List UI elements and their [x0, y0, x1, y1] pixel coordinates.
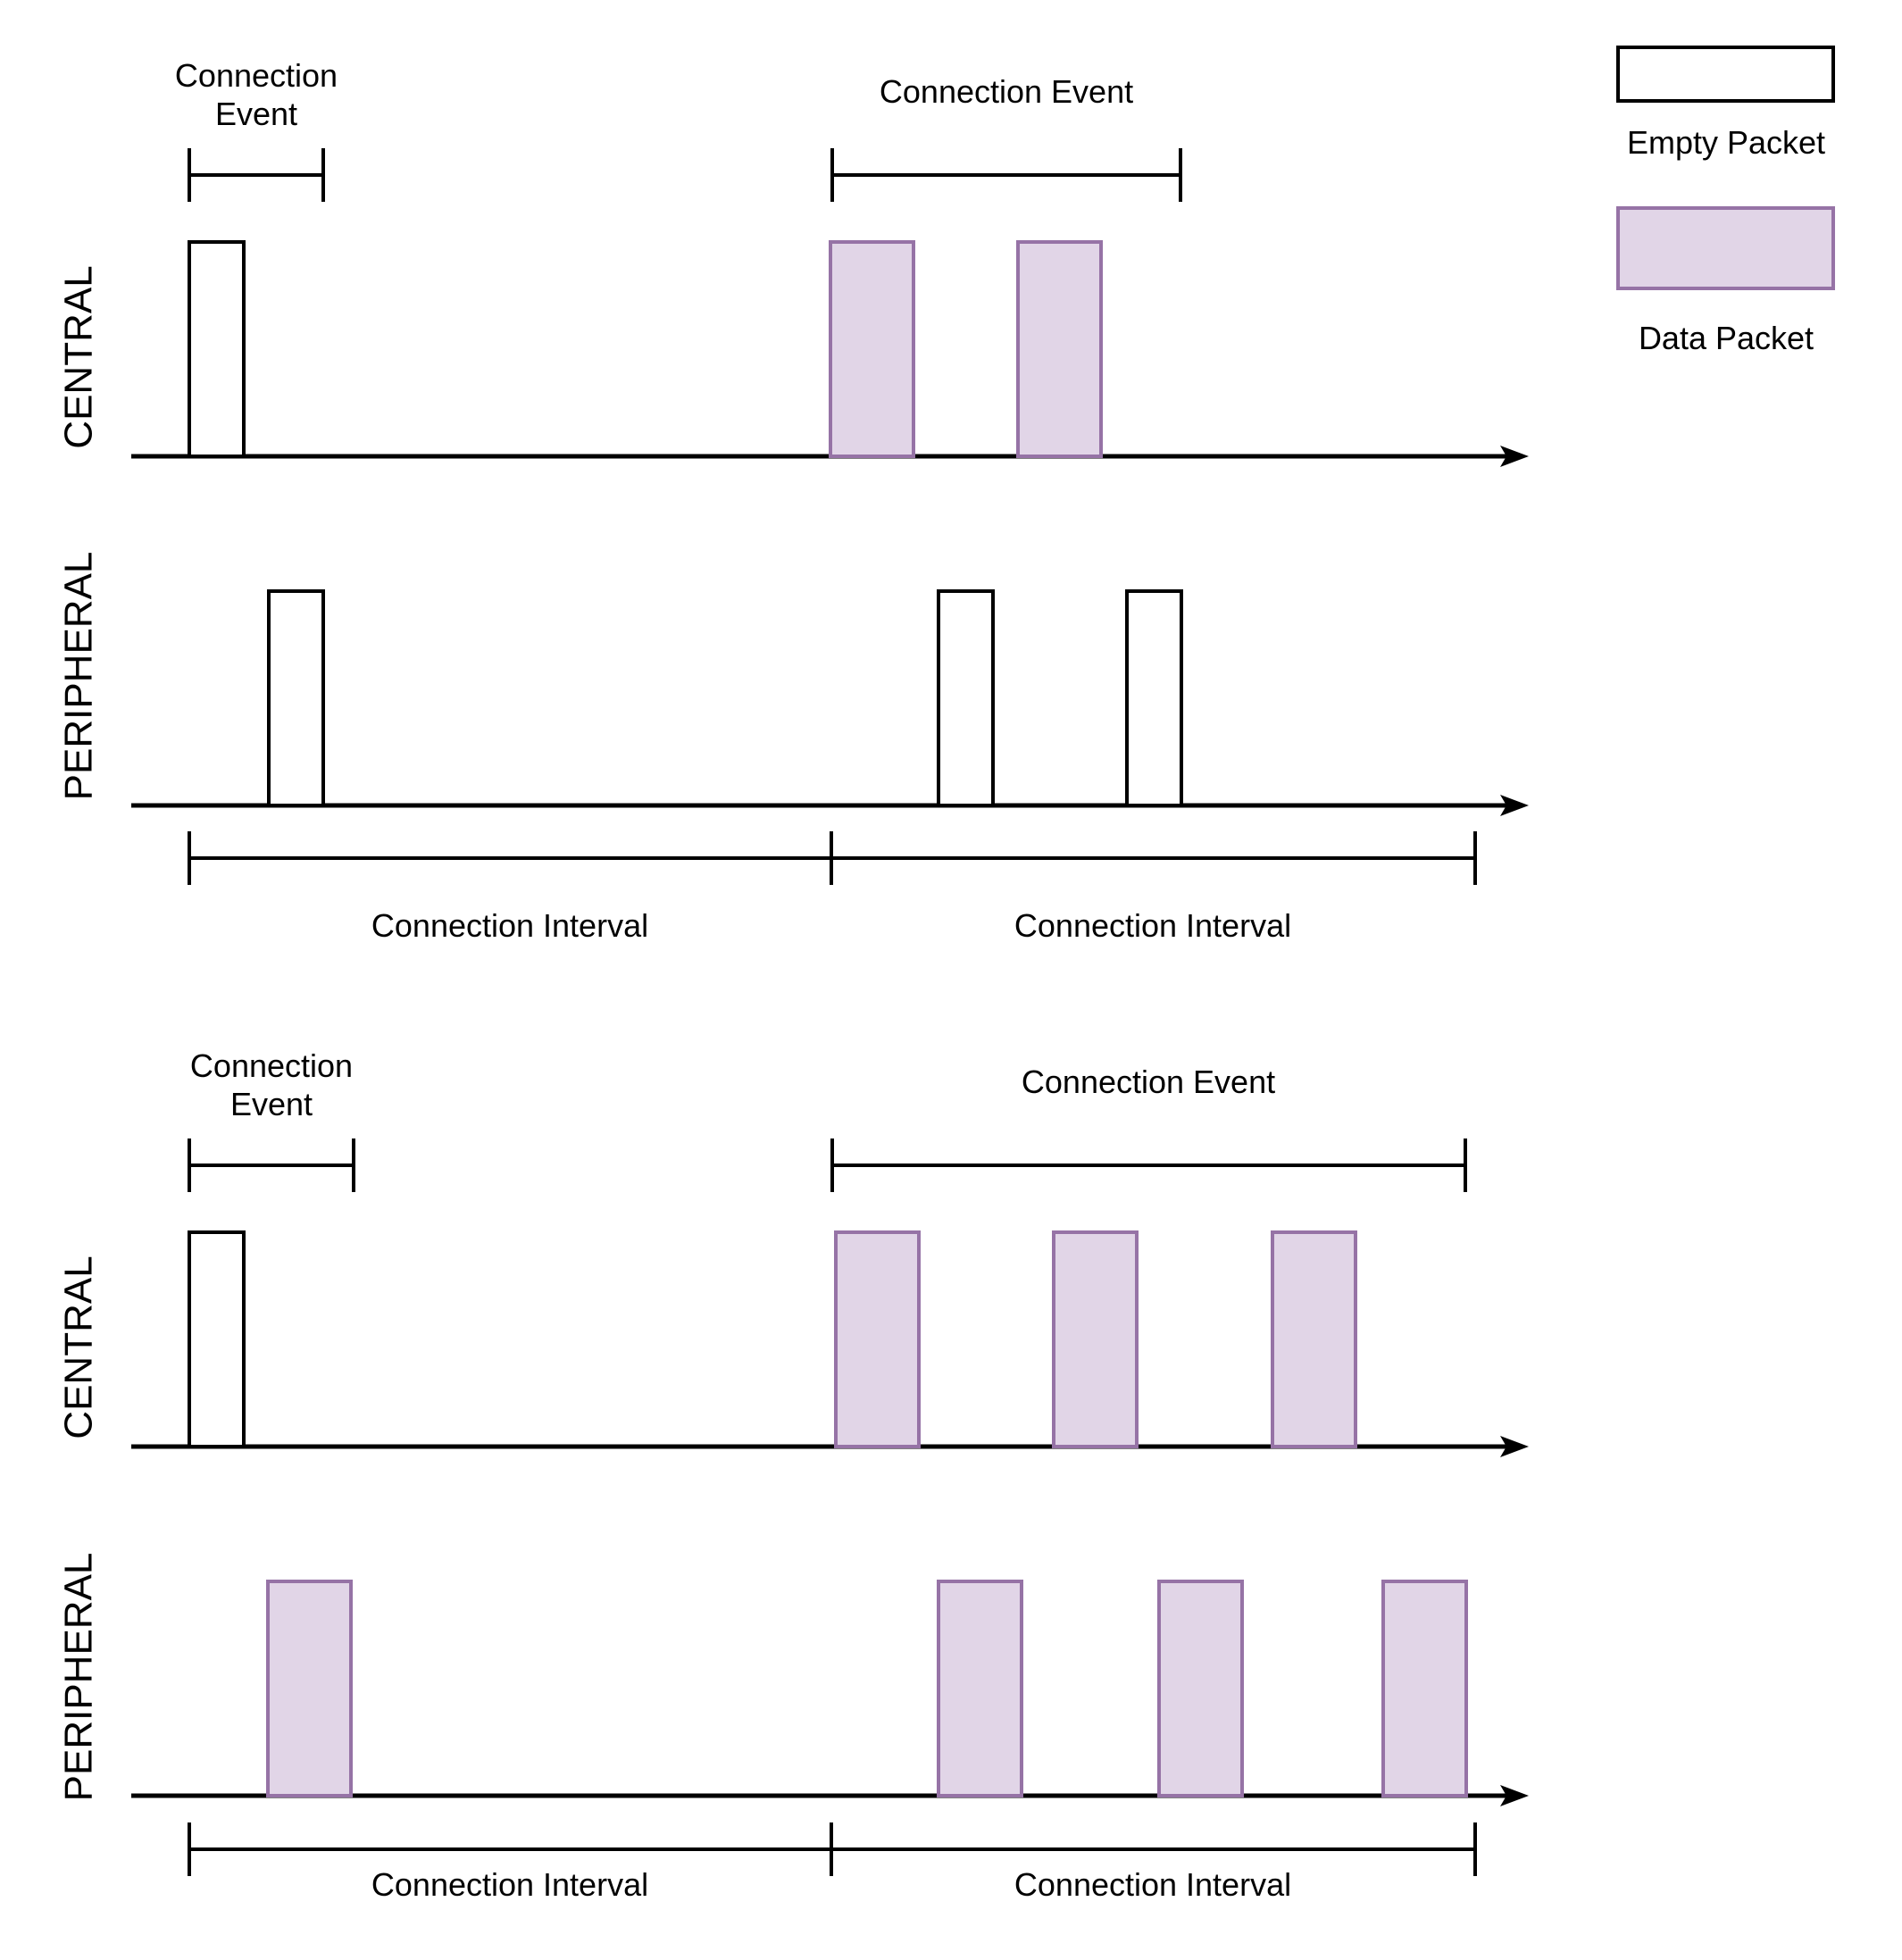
central-data-packet [1271, 1230, 1357, 1448]
connection-event-label: Event [230, 1086, 313, 1122]
peripheral-data-packet [937, 1580, 1023, 1797]
row-label-central: CENTRAL [57, 265, 101, 448]
connection-event-label: Connection Event [880, 73, 1133, 110]
legend-label-data: Data Packet [1639, 320, 1814, 356]
connection-interval-label: Connection Interval [371, 907, 648, 944]
legend-swatch-data [1616, 206, 1835, 290]
connection-event-label: Connection [175, 57, 338, 94]
central-data-packet [1052, 1230, 1139, 1448]
peripheral-empty-packet [1125, 589, 1183, 807]
central-data-packet [829, 240, 915, 458]
central-timeline-axis-arrowhead-icon [1500, 446, 1529, 467]
legend-label-empty: Empty Packet [1627, 124, 1825, 161]
peripheral-data-packet [1381, 1580, 1468, 1797]
central-timeline-axis-arrowhead-icon [1500, 1436, 1529, 1457]
legend-swatch-empty [1616, 46, 1835, 103]
connection-interval-label: Connection Interval [371, 1866, 648, 1903]
connection-event-label: Connection [190, 1047, 353, 1084]
central-data-packet [1016, 240, 1103, 458]
connection-event-label: Connection Event [1022, 1063, 1275, 1100]
row-label-peripheral: PERIPHERAL [57, 552, 101, 801]
peripheral-timeline-axis-arrowhead-icon [1500, 795, 1529, 816]
peripheral-empty-packet [267, 589, 325, 807]
central-empty-packet [188, 240, 246, 458]
row-label-peripheral: PERIPHERAL [57, 1553, 101, 1802]
row-label-central: CENTRAL [57, 1255, 101, 1439]
peripheral-data-packet [1157, 1580, 1244, 1797]
connection-interval-label: Connection Interval [1014, 907, 1291, 944]
peripheral-data-packet [266, 1580, 353, 1797]
peripheral-timeline-axis-arrowhead-icon [1500, 1785, 1529, 1806]
connection-event-label: Event [215, 96, 297, 132]
central-data-packet [834, 1230, 921, 1448]
connection-interval-label: Connection Interval [1014, 1866, 1291, 1903]
peripheral-empty-packet [937, 589, 995, 807]
central-empty-packet [188, 1230, 246, 1448]
